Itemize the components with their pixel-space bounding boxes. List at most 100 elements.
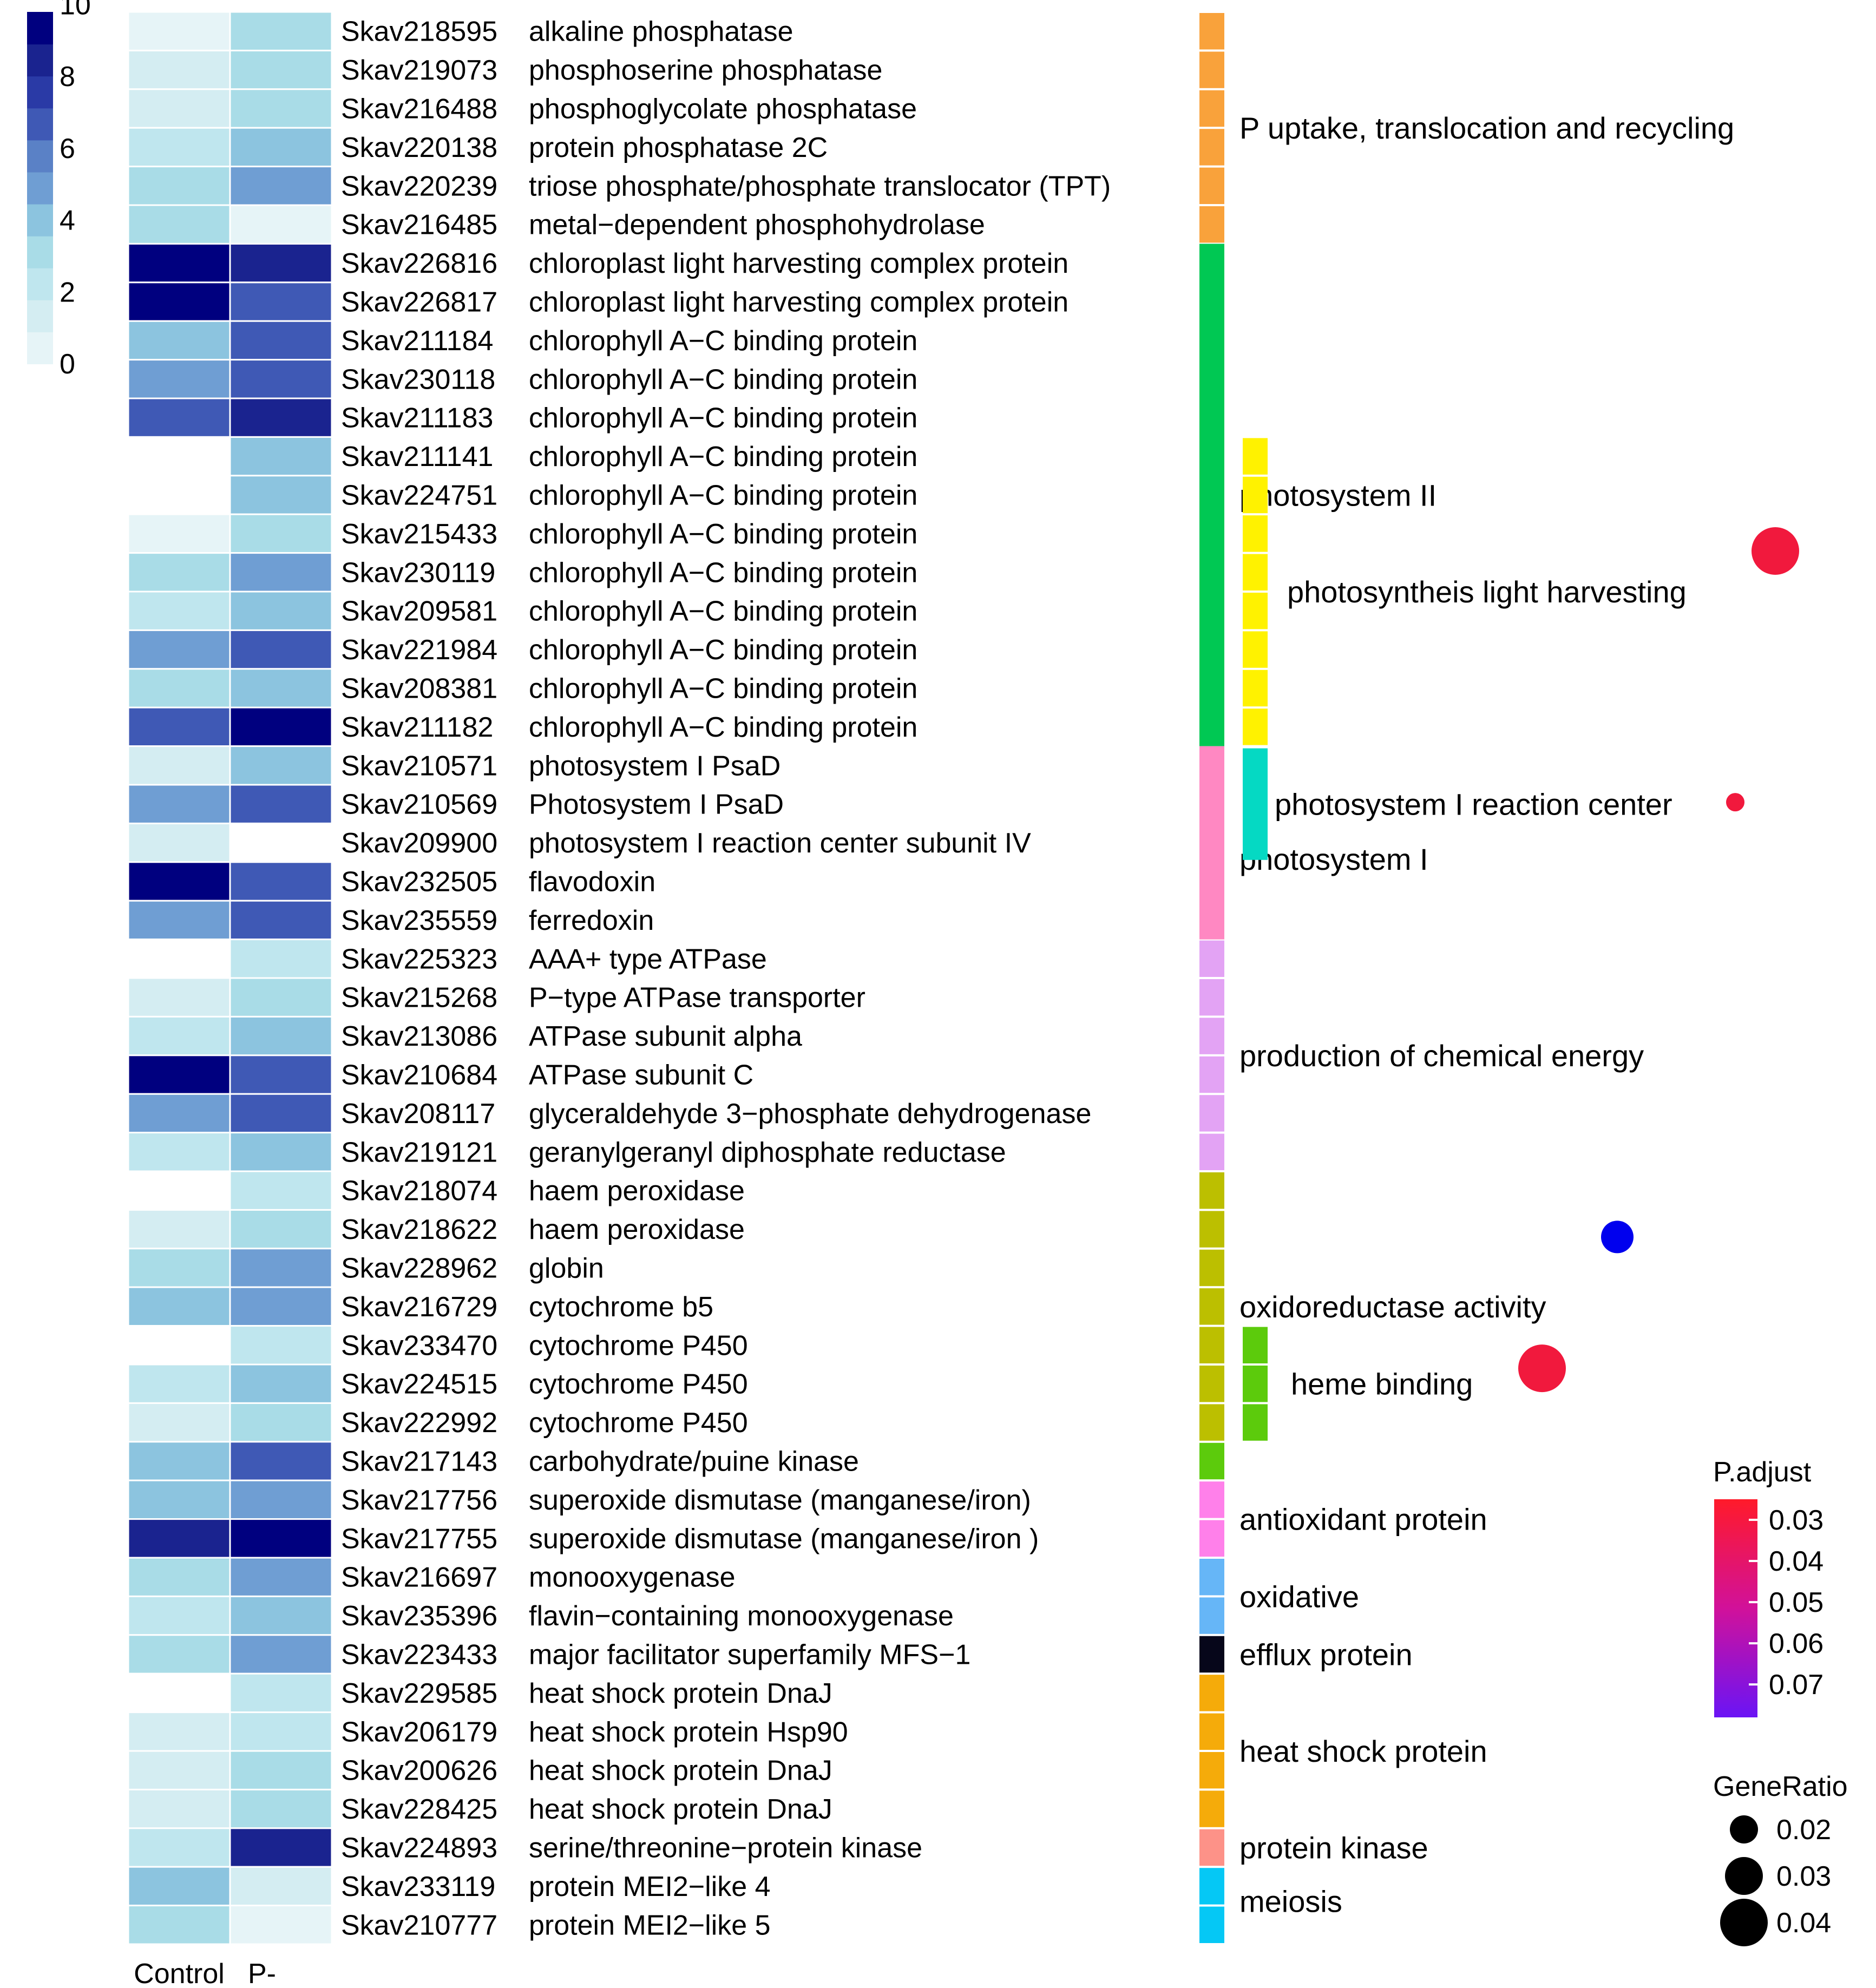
gene-id-label: Skav210777 (341, 1910, 497, 1941)
heatmap-cell-control (127, 204, 231, 245)
gene-id-label: Skav218622 (341, 1214, 497, 1245)
category-bar-segment (1199, 1288, 1224, 1325)
column-label-p-minus: P- (248, 1958, 276, 1988)
gene-id-label: Skav208117 (341, 1098, 495, 1130)
heatmap-cell-control (127, 900, 231, 941)
category-bar-segment (1199, 1249, 1224, 1287)
gene-name-label: haem peroxidase (529, 1214, 745, 1245)
gene-name-label: superoxide dismutase (manganese/iron ) (529, 1523, 1039, 1554)
gene-name-label: metal−dependent phosphohydrolase (529, 209, 985, 241)
p-adjust-gradient-bar (1714, 1499, 1757, 1717)
gene-name-label: chlorophyll A−C binding protein (529, 712, 917, 743)
gene-name-label: serine/threonine−protein kinase (529, 1833, 922, 1864)
heatmap-cell-control (127, 939, 231, 979)
category-bar (1199, 746, 1224, 940)
gene-name-label: protein MEI2−like 5 (529, 1910, 771, 1941)
heatmap-cell-control (127, 1634, 231, 1675)
gene-id-label: Skav226816 (341, 248, 497, 279)
gene-name-label: alkaline phosphatase (529, 16, 793, 48)
gene-name-label: photosystem I PsaD (529, 750, 780, 782)
heatmap-cell-p-minus (229, 1286, 333, 1327)
gene-name-label: chlorophyll A−C binding protein (529, 596, 917, 627)
category-label: oxidative (1239, 1579, 1359, 1613)
gene-id-label: Skav217755 (341, 1523, 497, 1554)
gene-name-label: superoxide dismutase (manganese/iron) (529, 1485, 1031, 1516)
category-bar (1199, 244, 1224, 746)
gene-id-label: Skav229585 (341, 1678, 497, 1709)
heatmap-cell-p-minus (229, 1325, 333, 1366)
category-bar-segment (1199, 13, 1224, 50)
gene-name-label: chloroplast light harvesting complex pro… (529, 248, 1068, 279)
gene-name-label: cytochrome P450 (529, 1330, 748, 1361)
category-label: efflux protein (1239, 1638, 1413, 1672)
heatmap-cell-control (127, 1132, 231, 1172)
gene-id-label: Skav219121 (341, 1137, 497, 1168)
gene-name-label: globin (529, 1253, 604, 1284)
gene-id-label: Skav224515 (341, 1369, 497, 1400)
p-adjust-legend: P.adjust 0.03 0.04 0.05 0.06 0.07 (1713, 1456, 1823, 1717)
category-bar-segment (1199, 129, 1224, 166)
category-bar-segment (1199, 1095, 1224, 1132)
gene-id-label: Skav217143 (341, 1446, 497, 1478)
gene-name-label: chlorophyll A−C binding protein (529, 325, 917, 357)
heatmap-cell-control (127, 1093, 231, 1134)
gene-name-label: monooxygenase (529, 1562, 736, 1593)
enrichment-dot (1518, 1344, 1566, 1393)
heatmap-cell-p-minus (229, 1750, 333, 1790)
color-scale-step (27, 331, 53, 364)
heatmap-cell-p-minus (229, 513, 333, 554)
subcategory-bar-segment (1243, 670, 1268, 707)
color-scale-tick: 4 (60, 205, 75, 237)
gene-name-label: chlorophyll A−C binding protein (529, 557, 917, 588)
color-scale-step (27, 76, 53, 109)
heatmap-cell-control (127, 861, 231, 902)
heatmap-cell-p-minus (229, 900, 333, 941)
gene-id-label: Skav228425 (341, 1794, 497, 1825)
gene-name-label: chlorophyll A−C binding protein (529, 403, 917, 434)
gene-name-label: cytochrome P450 (529, 1369, 748, 1400)
gene-id-label: Skav230119 (341, 557, 495, 588)
gene-name-label: chlorophyll A−C binding protein (529, 480, 917, 511)
column-labels: Control P- (134, 1958, 276, 1988)
gene-ratio-legend-dot (1730, 1815, 1758, 1843)
category-bar-segment (1199, 1597, 1224, 1634)
heatmap-cell-control (127, 706, 231, 747)
category-bar-segment (1199, 1327, 1224, 1363)
gene-id-label: Skav206179 (341, 1716, 497, 1748)
color-scale-step (27, 44, 53, 77)
heatmap-cell-p-minus (229, 784, 333, 824)
heatmap-cell-control (127, 552, 231, 593)
heatmap-cell-p-minus (229, 204, 333, 245)
gene-name-label: photosystem I reaction center subunit IV (529, 828, 1031, 859)
color-scale-step (27, 12, 53, 45)
gene-id-label: Skav216485 (341, 209, 497, 241)
gene-id-label: Skav222992 (341, 1407, 497, 1439)
heatmap-cell-p-minus (229, 668, 333, 708)
heatmap-cell-control (127, 166, 231, 206)
heatmap-cell-control (127, 1015, 231, 1057)
category-bar-segment (1199, 1366, 1224, 1402)
heatmap-cell-control (127, 784, 231, 824)
gene-id-label: Skav223433 (341, 1639, 497, 1671)
heatmap-cell-control (127, 1441, 231, 1481)
gene-ratio-legend-label: 0.03 (1776, 1861, 1831, 1892)
category-bar-segment (1199, 90, 1224, 127)
category-label: P uptake, translocation and recycling (1239, 111, 1734, 145)
gene-id-label: Skav210571 (341, 750, 497, 782)
gene-id-label: Skav208381 (341, 673, 497, 705)
gene-labels: Skav218595 alkaline phosphatase Skav219073… (341, 16, 1111, 1941)
heatmap-cell-p-minus (229, 861, 333, 902)
gene-name-label: Photosystem I PsaD (529, 789, 784, 821)
subcategory-bar-segment (1243, 476, 1268, 514)
gene-id-label: Skav216697 (341, 1562, 497, 1593)
category-bar-segment (1199, 1559, 1224, 1596)
subcategory-bar-segment (1243, 1404, 1268, 1441)
category-bar-segment (1199, 1018, 1224, 1054)
gene-id-label: Skav210684 (341, 1060, 497, 1091)
gene-id-label: Skav225323 (341, 943, 497, 975)
heatmap-cell-p-minus (229, 1788, 333, 1829)
color-scale-step (27, 267, 53, 300)
heatmap-cell-control (127, 359, 231, 399)
subcategory-bar-segment (1243, 1366, 1268, 1402)
subcategory-bar-segment (1243, 438, 1268, 475)
